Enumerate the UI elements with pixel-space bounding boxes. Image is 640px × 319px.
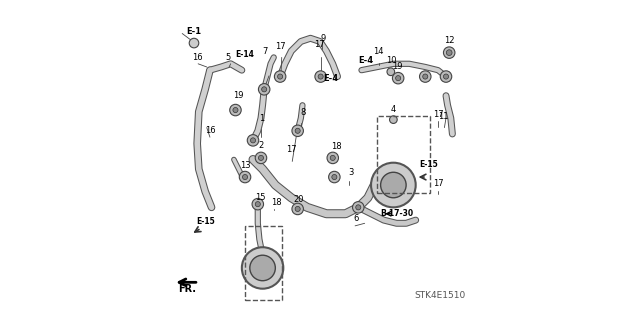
- Circle shape: [275, 71, 286, 82]
- Circle shape: [250, 255, 275, 281]
- Text: 2: 2: [259, 141, 264, 150]
- Text: 17: 17: [286, 145, 297, 154]
- Text: 3: 3: [349, 168, 354, 177]
- Circle shape: [318, 74, 323, 79]
- Circle shape: [250, 138, 255, 143]
- Text: 17: 17: [275, 42, 285, 51]
- Circle shape: [292, 125, 303, 137]
- Circle shape: [295, 128, 300, 133]
- Text: 18: 18: [331, 142, 342, 151]
- Circle shape: [332, 174, 337, 180]
- Circle shape: [353, 202, 364, 213]
- Text: STK4E1510: STK4E1510: [414, 291, 465, 300]
- Circle shape: [446, 50, 452, 56]
- Circle shape: [444, 74, 449, 79]
- Text: 17: 17: [433, 179, 444, 188]
- Circle shape: [420, 71, 431, 82]
- Text: 20: 20: [294, 195, 304, 204]
- Circle shape: [356, 205, 361, 210]
- Circle shape: [255, 152, 267, 164]
- Text: 16: 16: [192, 53, 203, 62]
- Circle shape: [371, 163, 416, 207]
- Text: FR.: FR.: [179, 284, 196, 294]
- Text: 4: 4: [391, 105, 396, 114]
- Text: E-15: E-15: [419, 160, 438, 169]
- Circle shape: [330, 155, 335, 160]
- Circle shape: [239, 171, 251, 183]
- FancyArrowPatch shape: [195, 227, 201, 232]
- Circle shape: [422, 74, 428, 79]
- Text: E-4: E-4: [358, 56, 373, 65]
- Text: 17: 17: [433, 110, 444, 119]
- Circle shape: [381, 172, 406, 198]
- Circle shape: [315, 71, 326, 82]
- Circle shape: [328, 171, 340, 183]
- Circle shape: [292, 203, 303, 215]
- Text: 10: 10: [386, 56, 397, 65]
- Circle shape: [396, 76, 401, 81]
- Text: 16: 16: [205, 126, 215, 135]
- Circle shape: [252, 198, 264, 210]
- Text: E-15: E-15: [196, 217, 215, 226]
- Text: 14: 14: [373, 47, 383, 56]
- Circle shape: [233, 108, 238, 113]
- Circle shape: [242, 247, 284, 289]
- Circle shape: [278, 74, 283, 79]
- FancyArrowPatch shape: [420, 174, 426, 180]
- Text: 11: 11: [438, 112, 449, 121]
- Text: 18: 18: [271, 198, 282, 207]
- Circle shape: [243, 174, 248, 180]
- Circle shape: [189, 38, 199, 48]
- Text: E-4: E-4: [323, 74, 338, 83]
- Text: 15: 15: [255, 193, 266, 202]
- Text: 19: 19: [233, 91, 243, 100]
- Circle shape: [444, 47, 455, 58]
- Circle shape: [230, 104, 241, 116]
- Text: E-14: E-14: [236, 50, 255, 59]
- Circle shape: [262, 87, 267, 92]
- Circle shape: [295, 206, 300, 211]
- Text: 7: 7: [262, 47, 268, 56]
- Circle shape: [255, 202, 260, 207]
- Circle shape: [247, 135, 259, 146]
- Text: 19: 19: [392, 63, 403, 71]
- Circle shape: [259, 84, 270, 95]
- Text: 6: 6: [354, 214, 359, 223]
- Circle shape: [440, 71, 452, 82]
- Circle shape: [259, 155, 264, 160]
- Text: 8: 8: [300, 108, 305, 117]
- Circle shape: [387, 68, 395, 76]
- Text: 1: 1: [259, 114, 264, 122]
- Text: 5: 5: [226, 53, 231, 62]
- Circle shape: [327, 152, 339, 164]
- Circle shape: [392, 72, 404, 84]
- Text: 9: 9: [321, 34, 326, 43]
- Circle shape: [390, 116, 397, 123]
- Text: 13: 13: [240, 161, 251, 170]
- Text: 17: 17: [314, 40, 324, 49]
- Text: B-17-30: B-17-30: [380, 209, 413, 218]
- Text: 12: 12: [445, 36, 455, 45]
- Text: E-1: E-1: [186, 27, 202, 36]
